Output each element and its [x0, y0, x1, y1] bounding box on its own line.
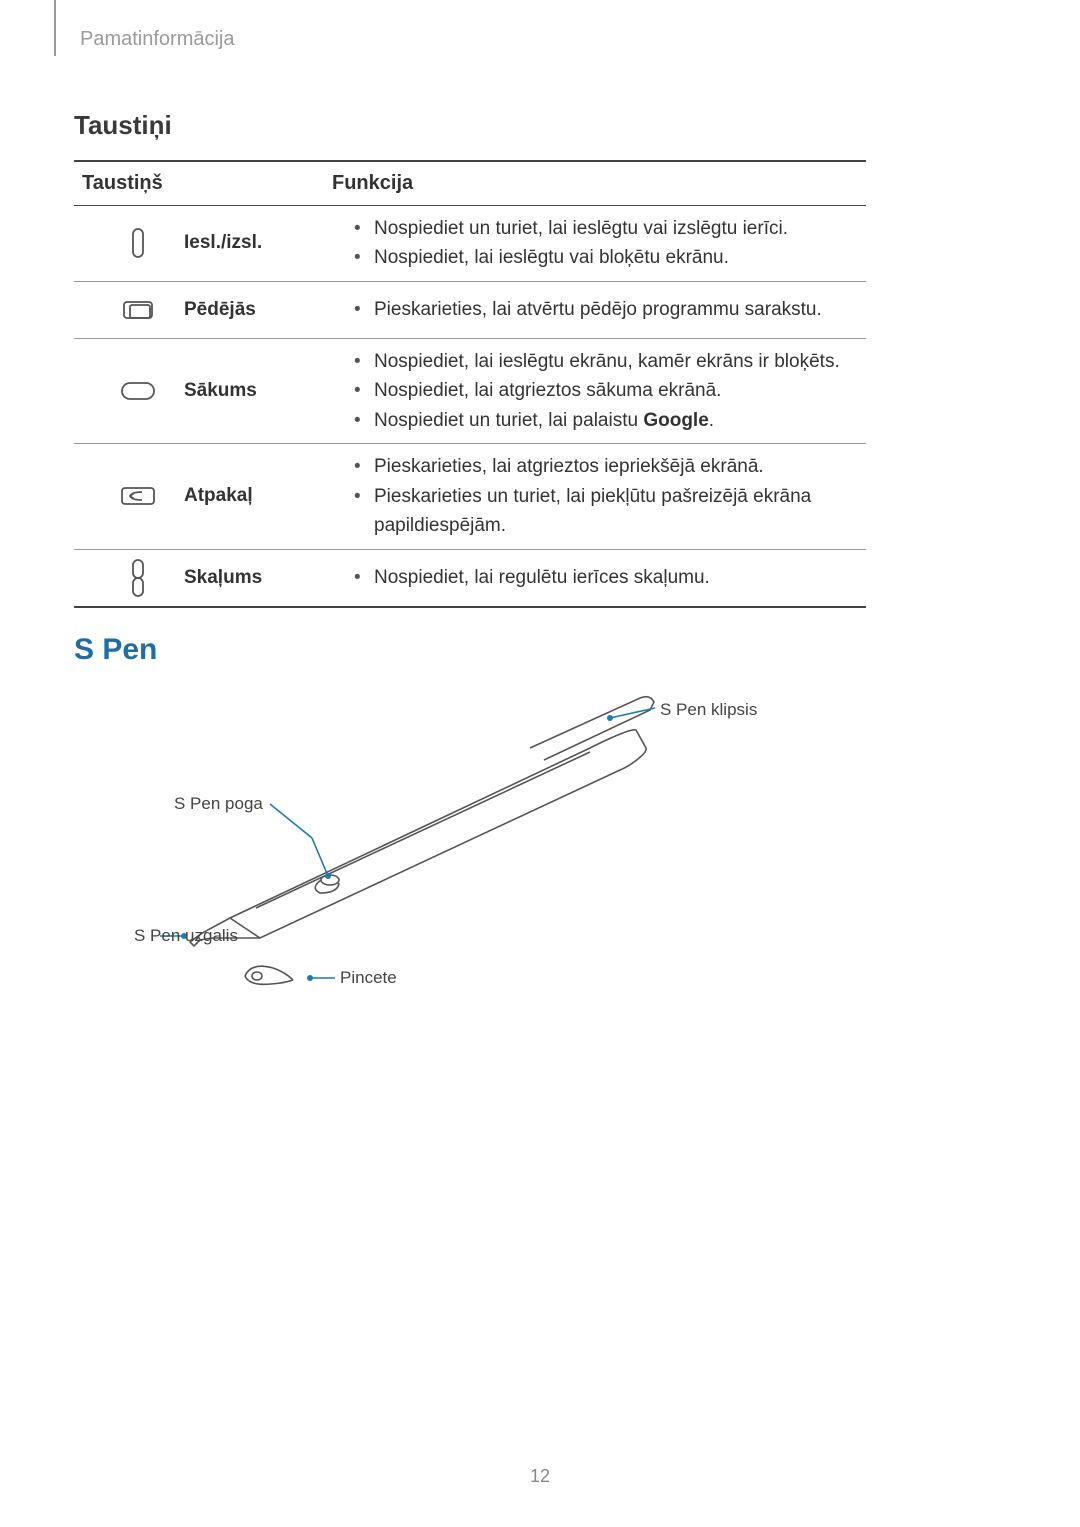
fn-item: Nospiediet, lai atgrieztos sākuma ekrānā…: [354, 376, 858, 405]
fn-cell: Pieskarieties, lai atgrieztos iepriekšēj…: [332, 444, 866, 549]
fn-item: Nospiediet un turiet, lai ieslēgtu vai i…: [354, 214, 858, 243]
key-cell: Atpakaļ: [74, 444, 332, 549]
breadcrumb: Pamatinformācija: [80, 28, 235, 51]
fn-cell: Nospiediet, lai ieslēgtu ekrānu, kamēr e…: [332, 338, 866, 443]
key-cell: Sākums: [74, 338, 332, 443]
power-icon: [118, 223, 158, 263]
header-divider: [54, 0, 56, 56]
key-label: Atpakaļ: [184, 485, 253, 507]
label-button: S Pen poga: [174, 794, 263, 814]
volume-icon: [118, 558, 158, 598]
label-tip: S Pen uzgalis: [134, 926, 238, 946]
table-row: Skaļums Nospiediet, lai regulētu ierīces …: [74, 549, 866, 607]
page-number: 12: [0, 1466, 1080, 1487]
back-icon: [118, 476, 158, 516]
keys-table: Taustiņš Funkcija Iesl./izsl. Nospiediet …: [74, 160, 866, 608]
home-icon: [118, 371, 158, 411]
spen-diagram: S Pen klipsis S Pen poga S Pen uzgalis P…: [160, 688, 840, 1008]
table-header-key: Taustiņš: [74, 161, 332, 206]
spen-svg: [160, 688, 840, 1008]
fn-item: Pieskarieties, lai atvērtu pēdējo progra…: [354, 295, 858, 324]
section-heading-spen: S Pen: [74, 633, 157, 667]
fn-item: Pieskarieties, lai atgrieztos iepriekšēj…: [354, 452, 858, 481]
key-cell: Iesl./izsl.: [74, 206, 332, 282]
table-row: Atpakaļ Pieskarieties, lai atgrieztos iep…: [74, 444, 866, 549]
fn-item: Nospiediet, lai ieslēgtu vai bloķētu ekr…: [354, 243, 858, 272]
fn-cell: Pieskarieties, lai atvērtu pēdējo progra…: [332, 281, 866, 338]
fn-cell: Nospiediet, lai regulētu ierīces skaļumu…: [332, 549, 866, 607]
table-row: Iesl./izsl. Nospiediet un turiet, lai ies…: [74, 206, 866, 282]
fn-item: Nospiediet un turiet, lai palaistu Googl…: [354, 406, 858, 435]
table-row: Sākums Nospiediet, lai ieslēgtu ekrānu, k…: [74, 338, 866, 443]
section-heading-keys: Taustiņi: [74, 110, 172, 141]
fn-cell: Nospiediet un turiet, lai ieslēgtu vai i…: [332, 206, 866, 282]
key-label: Iesl./izsl.: [184, 232, 262, 254]
key-label: Sākums: [184, 380, 257, 402]
key-cell: Skaļums: [74, 549, 332, 607]
key-label: Skaļums: [184, 567, 262, 589]
key-label: Pēdējās: [184, 299, 256, 321]
label-tweezers: Pincete: [340, 968, 397, 988]
fn-item: Nospiediet, lai regulētu ierīces skaļumu…: [354, 563, 858, 592]
table-row: Pēdējās Pieskarieties, lai atvērtu pēdējo…: [74, 281, 866, 338]
key-cell: Pēdējās: [74, 281, 332, 338]
table-header-fn: Funkcija: [332, 161, 866, 206]
label-clip: S Pen klipsis: [660, 700, 757, 720]
fn-item: Nospiediet, lai ieslēgtu ekrānu, kamēr e…: [354, 347, 858, 376]
recent-icon: [118, 290, 158, 330]
fn-item: Pieskarieties un turiet, lai piekļūtu pa…: [354, 482, 858, 541]
